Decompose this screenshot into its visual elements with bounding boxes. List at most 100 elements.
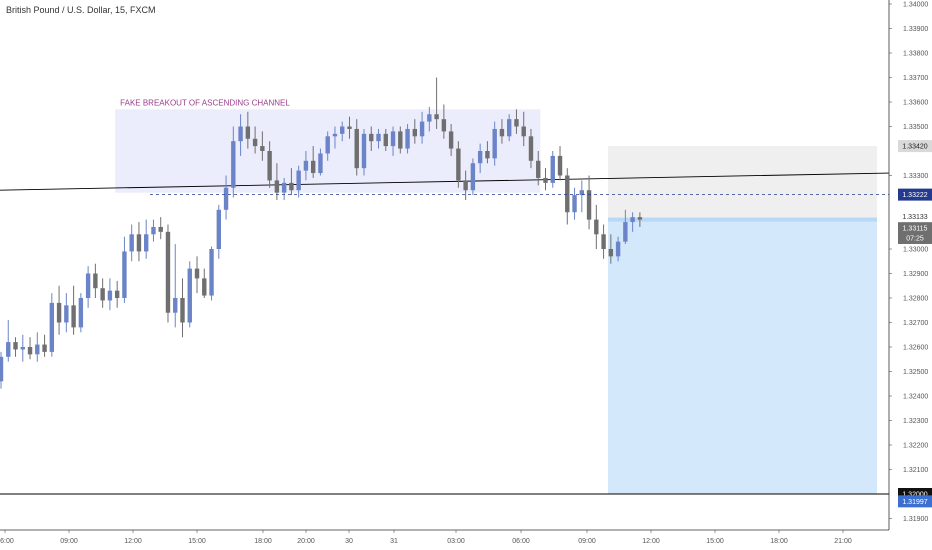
x-tick-label: 18:00	[254, 538, 272, 545]
candle-body	[289, 182, 294, 191]
x-tick-label: 12:00	[642, 538, 660, 545]
candle-body	[318, 153, 323, 174]
candle-body	[35, 344, 40, 355]
stop-price-tag-text: 1.33420	[902, 144, 927, 151]
y-tick-label: 1.34000	[903, 2, 928, 9]
candle	[245, 111, 251, 149]
candle-body	[630, 217, 635, 223]
y-tick-label: 1.33900	[903, 26, 928, 33]
stop-zone	[608, 146, 877, 220]
candle-body	[543, 177, 548, 183]
candle	[71, 285, 76, 335]
candle-body	[528, 136, 534, 161]
x-tick-label: 09:00	[60, 538, 78, 545]
candle-body	[194, 268, 200, 279]
candle	[361, 128, 367, 176]
candle-body	[20, 347, 25, 350]
ascending-trendline	[0, 172, 890, 191]
candle	[448, 124, 454, 156]
y-tick-label: 1.32700	[903, 320, 928, 327]
candle-body	[100, 288, 105, 301]
candle-body	[310, 160, 316, 174]
y-tick-label: 1.33000	[903, 247, 928, 254]
candle	[303, 151, 309, 181]
candle	[100, 278, 105, 308]
y-tick-label: 1.32100	[903, 467, 928, 474]
countdown-tag-text: 07:25	[906, 235, 924, 242]
candle	[383, 128, 388, 151]
candle	[129, 224, 134, 262]
candle	[507, 114, 512, 142]
candle-body	[223, 187, 229, 210]
candle-body	[144, 234, 149, 252]
y-tick-label: 1.33700	[903, 75, 928, 82]
y-tick-label: 1.33600	[903, 100, 928, 107]
candle	[594, 204, 599, 249]
candle	[144, 219, 149, 259]
x-tick-label: 21:00	[834, 538, 852, 545]
price-b-tag: 1.31997	[898, 495, 932, 508]
candle	[492, 121, 497, 166]
breakout-price-tag-text: 1.33222	[902, 192, 927, 199]
candle	[13, 337, 18, 357]
candle-body	[114, 290, 120, 298]
candle	[267, 141, 272, 188]
candle	[194, 256, 200, 294]
candle	[27, 337, 33, 360]
candle	[637, 212, 643, 227]
candle-body	[456, 148, 461, 181]
candle	[49, 293, 55, 357]
candle-body	[637, 217, 643, 220]
price-a-tag-text: 1.33133	[902, 214, 927, 221]
candle	[630, 212, 635, 232]
candle	[477, 143, 483, 174]
candle-body	[85, 273, 91, 298]
candle	[586, 175, 592, 230]
x-tick-label: 06:00	[0, 538, 14, 545]
candle	[56, 285, 62, 335]
candle-body	[238, 126, 243, 142]
candle	[579, 180, 584, 213]
candle	[514, 109, 519, 134]
candle-body	[477, 151, 483, 164]
candle	[173, 244, 178, 328]
x-tick-label: 12:00	[124, 538, 142, 545]
candle	[202, 268, 207, 298]
candle-body	[56, 302, 62, 323]
candle-body	[427, 114, 432, 122]
annotation-text: FAKE BREAKOUT OF ASCENDING CHANNEL	[120, 98, 290, 107]
candle	[310, 146, 316, 178]
candle-body	[507, 119, 512, 137]
candle	[608, 234, 614, 264]
candle	[289, 168, 294, 196]
candle-body	[216, 209, 221, 249]
candle-body	[405, 128, 410, 149]
candle-body	[27, 347, 33, 355]
candle-body	[347, 126, 352, 129]
chart-title: British Pound / U.S. Dollar, 15, FXCM	[6, 5, 156, 15]
candle-body	[608, 249, 614, 257]
x-tick-label: 31	[390, 538, 398, 545]
candle	[536, 151, 541, 186]
candle	[340, 121, 345, 142]
candle-body	[550, 155, 555, 183]
candle-body	[383, 133, 388, 147]
candle	[412, 119, 418, 144]
candle	[543, 168, 548, 191]
stop-price-tag: 1.33420	[898, 140, 932, 153]
candle	[470, 158, 476, 196]
candle	[209, 246, 214, 301]
candle	[354, 119, 359, 176]
candle	[376, 128, 381, 149]
y-tick-label: 1.32900	[903, 271, 928, 278]
candle-body	[499, 128, 505, 137]
candle-body	[6, 342, 11, 357]
candle	[151, 219, 156, 242]
candle-body	[536, 160, 541, 178]
candle-body	[187, 268, 192, 323]
candle-body	[281, 182, 287, 193]
x-tick-label: 15:00	[188, 538, 206, 545]
candle	[369, 126, 374, 151]
countdown-tag: 07:25	[898, 231, 932, 244]
